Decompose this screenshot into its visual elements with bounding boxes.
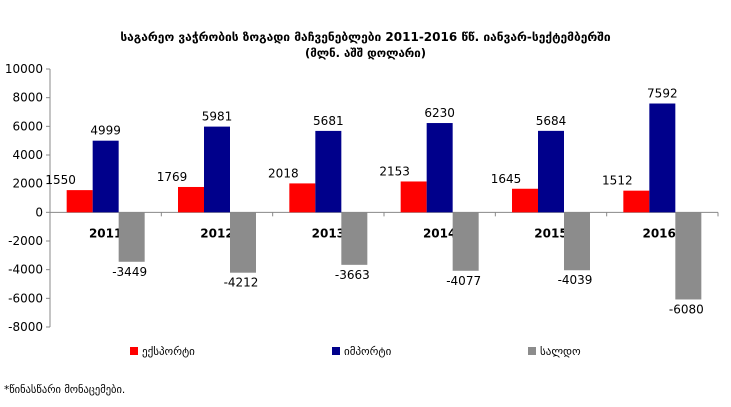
- category-label: 2011: [89, 226, 122, 240]
- y-tick-label: 0: [35, 205, 43, 219]
- bar-balance: [341, 212, 368, 265]
- data-label: -6080: [669, 302, 704, 316]
- legend-label: იმპორტი: [344, 345, 392, 358]
- bar-export: [623, 190, 650, 213]
- data-label: -4212: [224, 276, 259, 290]
- data-label: 1512: [602, 174, 633, 188]
- data-label: 2018: [268, 166, 299, 180]
- bar-import: [315, 130, 342, 213]
- y-tick-label: -4000: [8, 263, 43, 277]
- bar-balance: [230, 212, 256, 273]
- data-label: -4077: [446, 274, 481, 288]
- data-label: 5981: [202, 110, 233, 124]
- bar-chart: -8000 -6000 -4000 -2000 0 2000 4000 6000 8000 100…: [5, 62, 719, 358]
- data-label: 1769: [157, 170, 188, 184]
- bar-export: [289, 183, 316, 213]
- data-label: 5681: [313, 114, 344, 128]
- data-label: 6230: [424, 106, 455, 120]
- bar-import: [649, 103, 676, 213]
- category-label: 2015: [534, 226, 567, 240]
- y-tick-label: 10000: [5, 62, 43, 76]
- bar-balance: [564, 212, 590, 271]
- bar-balance: [118, 212, 145, 262]
- footnote: *წინასწარი მონაცემები.: [4, 384, 126, 396]
- category-label: 2012: [200, 226, 233, 240]
- category-label: 2014: [423, 226, 456, 240]
- bar-import: [538, 130, 564, 213]
- chart-subtitle: (მლნ. აშშ დოლარი): [304, 46, 427, 60]
- legend-label: ექსპორტი: [142, 345, 195, 358]
- bar-export: [66, 190, 93, 213]
- legend-label: სალდო: [540, 345, 581, 358]
- bar-import: [426, 123, 453, 213]
- data-label: 4999: [90, 124, 121, 138]
- data-label: 2153: [379, 164, 410, 178]
- bar-import: [92, 140, 119, 213]
- data-label: 5684: [536, 114, 567, 128]
- bar-export: [512, 188, 538, 213]
- bar-balance: [675, 212, 702, 300]
- data-label: 1645: [491, 172, 522, 186]
- data-label: -3663: [335, 268, 370, 282]
- y-tick-label: -6000: [8, 291, 43, 305]
- data-label: -3449: [112, 265, 147, 279]
- category-label: 2016*: [642, 226, 682, 240]
- y-tick-label: 6000: [12, 119, 43, 133]
- bar-balance: [452, 212, 479, 271]
- y-tick-label: 4000: [12, 148, 43, 162]
- data-label: -4039: [558, 273, 593, 287]
- y-tick-label: -2000: [8, 234, 43, 248]
- data-label: 1550: [45, 173, 76, 187]
- chart-title: საგარეო ვაჭრობის ზოგადი მაჩვენებლები 201…: [120, 30, 611, 44]
- y-tick-label: -8000: [8, 320, 43, 334]
- legend-swatch: [332, 347, 340, 355]
- legend-swatch: [130, 347, 138, 355]
- legend-swatch: [528, 347, 536, 355]
- data-label: 7592: [647, 87, 678, 101]
- y-tick-label: 2000: [12, 177, 43, 191]
- bar-export: [400, 181, 427, 213]
- bar-export: [178, 186, 204, 213]
- y-tick-label: 8000: [12, 91, 43, 105]
- bar-import: [204, 126, 230, 213]
- category-label: 2013: [312, 226, 345, 240]
